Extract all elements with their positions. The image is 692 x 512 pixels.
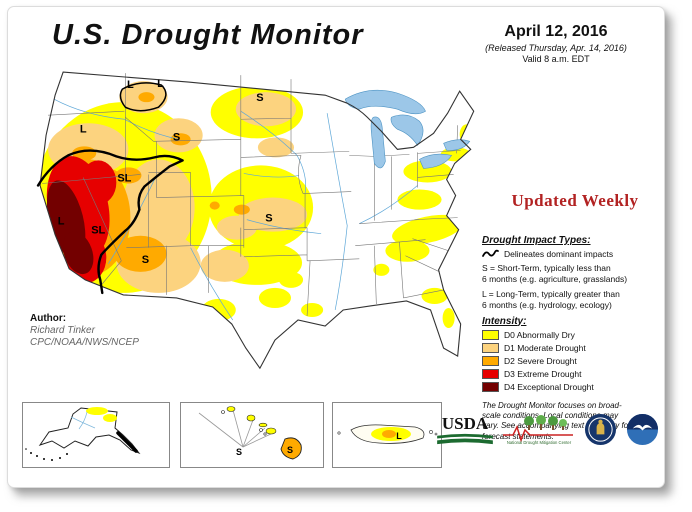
valid-time: Valid 8 a.m. EDT	[522, 54, 590, 64]
puerto-rico-inset-map: L	[332, 402, 442, 468]
impact-delineates-row: Delineates dominant impacts	[482, 249, 668, 259]
author-org: CPC/NOAA/NWS/NCEP	[30, 337, 139, 348]
intensity-swatch-D4	[482, 381, 499, 392]
intensity-item-D4: D4 Exceptional Drought	[482, 381, 668, 392]
impact-types-heading: Drought Impact Types:	[482, 235, 591, 246]
intensity-item-D0: D0 Abnormally Dry	[482, 329, 668, 340]
intensity-label-D1: D1 Moderate Drought	[504, 342, 586, 353]
ndmc-logo-text: National Drought Mitigation Center	[507, 440, 572, 445]
intensity-label-D0: D0 Abnormally Dry	[504, 329, 575, 340]
alaska-panhandle	[116, 431, 138, 453]
page-title: U.S. Drought Monitor	[52, 19, 364, 51]
impact-boundary-line	[36, 82, 184, 295]
us-coastline-outline	[39, 71, 475, 370]
usda-logo-text: USDA	[441, 413, 489, 433]
date-block: April 12, 2016 (Released Thursday, Apr. …	[444, 23, 668, 64]
state-borders-layer	[42, 73, 461, 317]
short-term-definition: S = Short-Term, typically less than 6 mo…	[482, 263, 628, 284]
intensity-legend-list: D0 Abnormally Dry D1 Moderate Drought D2 S…	[482, 329, 668, 392]
drought-monitor-sheet: U.S. Drought Monitor April 12, 2016 (Rel…	[7, 6, 665, 488]
puerto-rico-map-svg: L	[337, 424, 438, 444]
intensity-item-D3: D3 Extreme Drought	[482, 368, 668, 379]
ndmc-logo-icon: National Drought Mitigation Center	[503, 414, 573, 445]
usda-swoosh-icon	[437, 433, 493, 444]
impact-delineates-label: Delineates dominant impacts	[504, 249, 614, 259]
impact-label-L: L	[80, 123, 87, 135]
impact-squiggle-icon	[482, 249, 499, 257]
impact-label-S: S	[142, 254, 149, 266]
alaska-inset-map	[22, 402, 170, 468]
release-note: (Released Thursday, Apr. 14, 2016)	[485, 43, 627, 53]
author-block: Author: Richard Tinker CPC/NOAA/NWS/NCEP	[30, 313, 139, 349]
intensity-swatch-D2	[482, 355, 499, 366]
impact-label-S: S	[256, 92, 263, 104]
report-date: April 12, 2016	[504, 23, 608, 40]
impact-label-L: L	[157, 78, 164, 90]
impact-label-SL: SL	[91, 225, 105, 237]
long-term-definition: L = Long-Term, typically greater than 6 …	[482, 289, 620, 310]
ndmc-heartbeat-line	[503, 424, 573, 442]
legend-column: Updated Weekly Drought Impact Types: Del…	[482, 191, 668, 442]
alaska-map-svg	[25, 407, 141, 461]
noaa-seal-icon	[626, 413, 659, 451]
intensity-item-D2: D2 Severe Drought	[482, 355, 668, 366]
intensity-label-D2: D2 Severe Drought	[504, 355, 577, 366]
impact-label-S: S	[236, 447, 242, 457]
updated-weekly-banner: Updated Weekly	[511, 191, 639, 210]
commerce-seal-icon	[584, 413, 617, 451]
author-label: Author:	[30, 313, 67, 324]
intensity-label-D3: D3 Extreme Drought	[504, 368, 582, 379]
agency-logos: USDA National Drought Mitigation Center	[436, 409, 666, 455]
puerto-rico-impact-labels: L	[396, 431, 402, 441]
impact-label-S: S	[287, 445, 293, 455]
impact-label-S: S	[265, 213, 272, 225]
hawaiian-islands	[221, 406, 302, 460]
impact-label-SL: SL	[117, 172, 131, 184]
intensity-heading: Intensity:	[482, 315, 527, 327]
intensity-swatch-D3	[482, 368, 499, 379]
intensity-swatch-D1	[482, 342, 499, 353]
aleutian-islands	[25, 448, 68, 461]
impact-label-L: L	[127, 79, 134, 91]
impact-label-L: L	[396, 431, 402, 441]
usda-logo: USDA	[436, 415, 494, 450]
intensity-item-D1: D1 Moderate Drought	[482, 342, 668, 353]
intensity-label-D4: D4 Exceptional Drought	[504, 381, 594, 392]
impact-label-L: L	[58, 216, 65, 228]
disclaimer-text: The Drought Monitor focuses on broad- sc…	[482, 400, 631, 441]
ndmc-trees	[524, 414, 567, 430]
conus-drought-map: L L S S L SL L SL S S	[28, 57, 540, 409]
author-name: Richard Tinker	[30, 325, 95, 336]
intensity-swatch-D0	[482, 329, 499, 340]
impact-label-S: S	[173, 131, 180, 143]
ndmc-logo: National Drought Mitigation Center	[503, 413, 575, 452]
alaska-rivers	[70, 411, 96, 430]
